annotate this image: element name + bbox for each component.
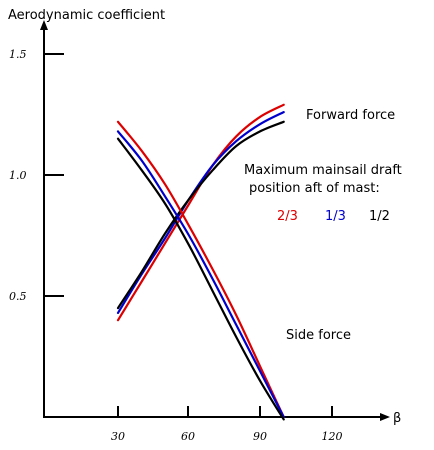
side-force-line-1-2 [116,137,285,421]
forward-force-line-1-3 [116,111,285,314]
forward-force-line-2-3 [116,103,285,322]
forward-force-label: Forward force [306,108,395,123]
y-ticks: 1.5 1.0 0.5 [9,48,64,303]
y-axis-label: Aerodynamic coefficient [8,8,165,23]
y-tick-label-0.5: 0.5 [9,290,27,303]
legend-item-2-3: 2/3 [277,209,298,224]
legend-item-1-2: 1/2 [369,209,390,224]
y-tick-label-1.5: 1.5 [9,48,27,61]
x-tick-label-60: 60 [181,430,195,443]
x-axis-label: β [393,411,401,426]
x-axis-arrow [380,413,390,421]
y-tick-label-1.0: 1.0 [9,169,27,182]
legend: Maximum mainsail draft position aft of m… [244,163,402,224]
side-force-line-2-3 [116,120,285,419]
legend-title-line-2: position aft of mast: [249,181,380,196]
forward-force-line-1-2 [116,120,285,310]
legend-item-1-3: 1/3 [325,209,346,224]
side-force-line-1-3 [116,130,285,419]
x-ticks: 30 60 90 120 [111,406,343,443]
x-tick-label-30: 30 [111,430,125,443]
side-force-label: Side force [286,328,351,343]
legend-title-line-1: Maximum mainsail draft [244,163,402,178]
y-axis-arrow [40,20,48,30]
x-tick-label-90: 90 [253,430,267,443]
series-layer [116,103,285,421]
x-tick-label-120: 120 [322,430,343,443]
